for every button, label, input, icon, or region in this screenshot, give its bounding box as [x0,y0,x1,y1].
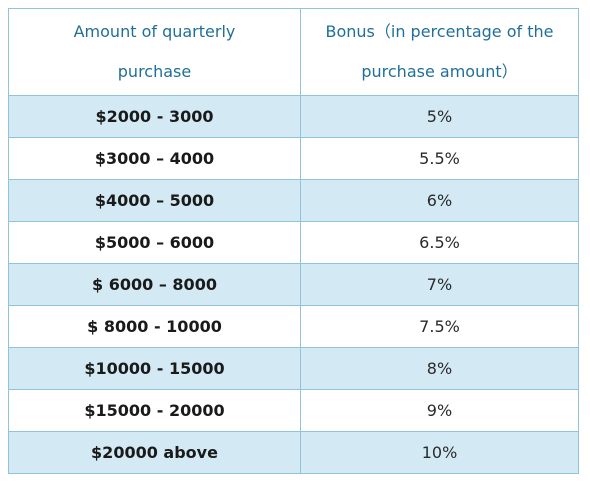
table-row: $ 6000 – 8000 7% [8,263,579,306]
amount-cell: $5000 – 6000 [8,221,301,264]
table-row: $15000 - 20000 9% [8,389,579,432]
bonus-cell: 7% [300,263,579,306]
amount-cell: $10000 - 15000 [8,347,301,390]
amount-cell: $4000 – 5000 [8,179,301,222]
amount-cell: $15000 - 20000 [8,389,301,432]
bonus-cell: 5% [300,95,579,138]
table-row: $3000 – 4000 5.5% [8,137,579,180]
amount-cell: $ 8000 - 10000 [8,305,301,348]
amount-cell: $3000 – 4000 [8,137,301,180]
amount-cell: $ 6000 – 8000 [8,263,301,306]
table-row: $10000 - 15000 8% [8,347,579,390]
header-bonus: Bonus（in percentage of the purchase amou… [300,8,579,96]
amount-cell: $2000 - 3000 [8,95,301,138]
table-row: $20000 above 10% [8,431,579,474]
table-row: $4000 – 5000 6% [8,179,579,222]
bonus-table-container: Amount of quarterly purchase Bonus（in pe… [8,8,579,474]
bonus-table: Amount of quarterly purchase Bonus（in pe… [8,8,579,474]
table-row: $2000 - 3000 5% [8,95,579,138]
header-row: Amount of quarterly purchase Bonus（in pe… [8,8,579,96]
bonus-cell: 10% [300,431,579,474]
bonus-cell: 8% [300,347,579,390]
table-row: $5000 – 6000 6.5% [8,221,579,264]
amount-cell: $20000 above [8,431,301,474]
bonus-cell: 6.5% [300,221,579,264]
header-amount: Amount of quarterly purchase [8,8,301,96]
bonus-cell: 5.5% [300,137,579,180]
table-row: $ 8000 - 10000 7.5% [8,305,579,348]
header-bonus-label: Bonus（in percentage of the purchase amou… [325,22,554,81]
header-amount-label: Amount of quarterly purchase [73,22,236,81]
bonus-cell: 7.5% [300,305,579,348]
bonus-cell: 6% [300,179,579,222]
bonus-cell: 9% [300,389,579,432]
